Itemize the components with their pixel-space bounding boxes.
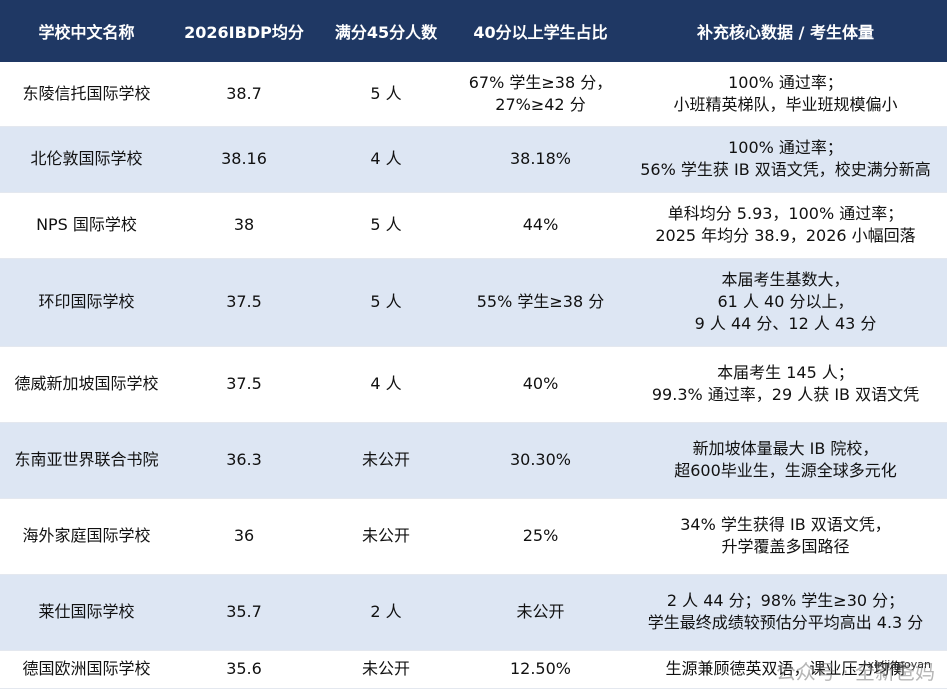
over-40-ratio-line: 25%: [522, 526, 559, 545]
over-40-ratio-cell: 67% 学生≥38 分， 27%≥42 分: [457, 62, 624, 127]
notes-line: 本届考生 145 人；: [717, 363, 854, 382]
over-40-ratio-cell: 未公开: [457, 574, 624, 651]
header-row: 学校中文名称 2026IBDP均分 满分45分人数 40分以上学生占比 补充核心…: [0, 0, 947, 62]
full-score-count-cell: 5 人: [315, 62, 457, 127]
notes-cell: 本届考生 145 人； 99.3% 通过率，29 人获 IB 双语文凭: [624, 346, 947, 423]
notes-cell: 单科均分 5.93，100% 通过率； 2025 年均分 38.9，2026 小幅…: [624, 192, 947, 259]
school-name-cell: 德威新加坡国际学校: [0, 346, 173, 423]
over-40-ratio-cell: 40%: [457, 346, 624, 423]
notes-line: 超600毕业生，生源全球多元化: [674, 461, 897, 480]
notes-line: 升学覆盖多国路径: [721, 537, 850, 556]
average-score-cell: 38: [173, 192, 315, 259]
notes-cell: 34% 学生获得 IB 双语文凭， 升学覆盖多国路径: [624, 498, 947, 575]
notes-cell: 新加坡体量最大 IB 院校， 超600毕业生，生源全球多元化: [624, 422, 947, 499]
school-name-cell: 东南亚世界联合书院: [0, 422, 173, 499]
over-40-ratio-cell: 30.30%: [457, 422, 624, 499]
notes-cell: 生源兼顾德英双语，课业压力均衡: [624, 650, 947, 689]
over-40-ratio-line: 67% 学生≥38 分，: [468, 72, 613, 92]
notes-line: 本届考生基数大，: [721, 270, 850, 289]
over-40-ratio-cell: 25%: [457, 498, 624, 575]
full-score-count-cell: 2 人: [315, 574, 457, 651]
notes-line: 生源兼顾德英双语，课业压力均衡: [665, 659, 906, 678]
school-name-cell: 北伦敦国际学校: [0, 126, 173, 193]
full-score-count-cell: 5 人: [315, 192, 457, 259]
full-score-count-cell: 未公开: [315, 422, 457, 499]
over-40-ratio-cell: 55% 学生≥38 分: [457, 258, 624, 347]
school-name-cell: NPS 国际学校: [0, 192, 173, 259]
watermark-handle: xinjiapoyan: [867, 658, 931, 671]
school-name-cell: 德国欧洲国际学校: [0, 650, 173, 689]
over-40-ratio-line: 未公开: [516, 602, 565, 621]
full-score-count-cell: 未公开: [315, 498, 457, 575]
table-row: 德国欧洲国际学校 35.6 未公开 12.50% 生源兼顾德英双语，课业压力均衡: [0, 650, 947, 689]
notes-line: 单科均分 5.93，100% 通过率；: [667, 204, 904, 223]
header-full-score-count: 满分45分人数: [315, 0, 457, 62]
school-name-cell: 海外家庭国际学校: [0, 498, 173, 575]
full-score-count-cell: 4 人: [315, 126, 457, 193]
notes-line: 2 人 44 分；98% 学生≥30 分；: [666, 591, 905, 610]
full-score-count-cell: 5 人: [315, 258, 457, 347]
school-name-cell: 环印国际学校: [0, 258, 173, 347]
average-score-cell: 36.3: [173, 422, 315, 499]
notes-line: 9 人 44 分、12 人 43 分: [694, 314, 877, 333]
table-row: 东南亚世界联合书院 36.3 未公开 30.30% 新加坡体量最大 IB 院校， 超600…: [0, 422, 947, 499]
table-row: 海外家庭国际学校 36 未公开 25% 34% 学生获得 IB 双语文凭， 升学覆盖多国路…: [0, 498, 947, 575]
full-score-count-cell: 4 人: [315, 346, 457, 423]
table-row: 德威新加坡国际学校 37.5 4 人 40% 本届考生 145 人； 99.3% 通过率，…: [0, 346, 947, 423]
average-score-cell: 35.6: [173, 650, 315, 689]
notes-line: 学生最终成绩较预估分平均高出 4.3 分: [647, 613, 924, 632]
notes-cell: 100% 通过率； 小班精英梯队，毕业班规模偏小: [624, 62, 947, 127]
over-40-ratio-line: 12.50%: [509, 659, 571, 678]
table-row: NPS 国际学校 38 5 人 44% 单科均分 5.93，100% 通过率； 2025 …: [0, 192, 947, 259]
over-40-ratio-line: 40%: [522, 374, 559, 393]
over-40-ratio-line: 38.18%: [509, 149, 571, 168]
average-score-cell: 38.7: [173, 62, 315, 127]
school-name-cell: 东陵信托国际学校: [0, 62, 173, 127]
average-score-cell: 35.7: [173, 574, 315, 651]
over-40-ratio-cell: 44%: [457, 192, 624, 259]
table-row: 北伦敦国际学校 38.16 4 人 38.18% 100% 通过率； 56% 学生获 IB…: [0, 126, 947, 193]
over-40-ratio-line: 27%≥42 分: [495, 94, 586, 114]
notes-line: 99.3% 通过率，29 人获 IB 双语文凭: [651, 385, 920, 404]
over-40-ratio-line: 30.30%: [509, 450, 571, 469]
full-score-count-cell: 未公开: [315, 650, 457, 689]
notes-line: 61 人 40 分以上，: [717, 292, 854, 311]
notes-line: 新加坡体量最大 IB 院校，: [692, 439, 879, 458]
header-notes: 补充核心数据 / 考生体量: [624, 0, 947, 62]
notes-line: 2025 年均分 38.9，2026 小幅回落: [655, 226, 916, 245]
header-school-name: 学校中文名称: [0, 0, 173, 62]
over-40-ratio-line: 55% 学生≥38 分: [476, 292, 605, 311]
notes-cell: 2 人 44 分；98% 学生≥30 分； 学生最终成绩较预估分平均高出 4.3 …: [624, 574, 947, 651]
header-over-40-ratio: 40分以上学生占比: [457, 0, 624, 62]
table-row: 莱仕国际学校 35.7 2 人 未公开 2 人 44 分；98% 学生≥30 分； 学生最…: [0, 574, 947, 651]
over-40-ratio-line: 44%: [522, 215, 559, 234]
table-row: 东陵信托国际学校 38.7 5 人 67% 学生≥38 分， 27%≥42 分 100% …: [0, 62, 947, 127]
over-40-ratio-cell: 12.50%: [457, 650, 624, 689]
notes-line: 100% 通过率；: [728, 72, 843, 92]
notes-line: 34% 学生获得 IB 双语文凭，: [680, 515, 891, 534]
notes-cell: 100% 通过率； 56% 学生获 IB 双语文凭，校史满分新高: [624, 126, 947, 193]
table-row: 环印国际学校 37.5 5 人 55% 学生≥38 分 本届考生基数大， 61 人 40 …: [0, 258, 947, 347]
average-score-cell: 37.5: [173, 258, 315, 347]
notes-line: 100% 通过率；: [728, 138, 843, 157]
average-score-cell: 36: [173, 498, 315, 575]
average-score-cell: 38.16: [173, 126, 315, 193]
over-40-ratio-cell: 38.18%: [457, 126, 624, 193]
header-average-score: 2026IBDP均分: [173, 0, 315, 62]
school-name-cell: 莱仕国际学校: [0, 574, 173, 651]
notes-line: 56% 学生获 IB 双语文凭，校史满分新高: [640, 160, 931, 179]
notes-cell: 本届考生基数大， 61 人 40 分以上， 9 人 44 分、12 人 43 分: [624, 258, 947, 347]
average-score-cell: 37.5: [173, 346, 315, 423]
notes-line: 小班精英梯队，毕业班规模偏小: [673, 94, 898, 114]
